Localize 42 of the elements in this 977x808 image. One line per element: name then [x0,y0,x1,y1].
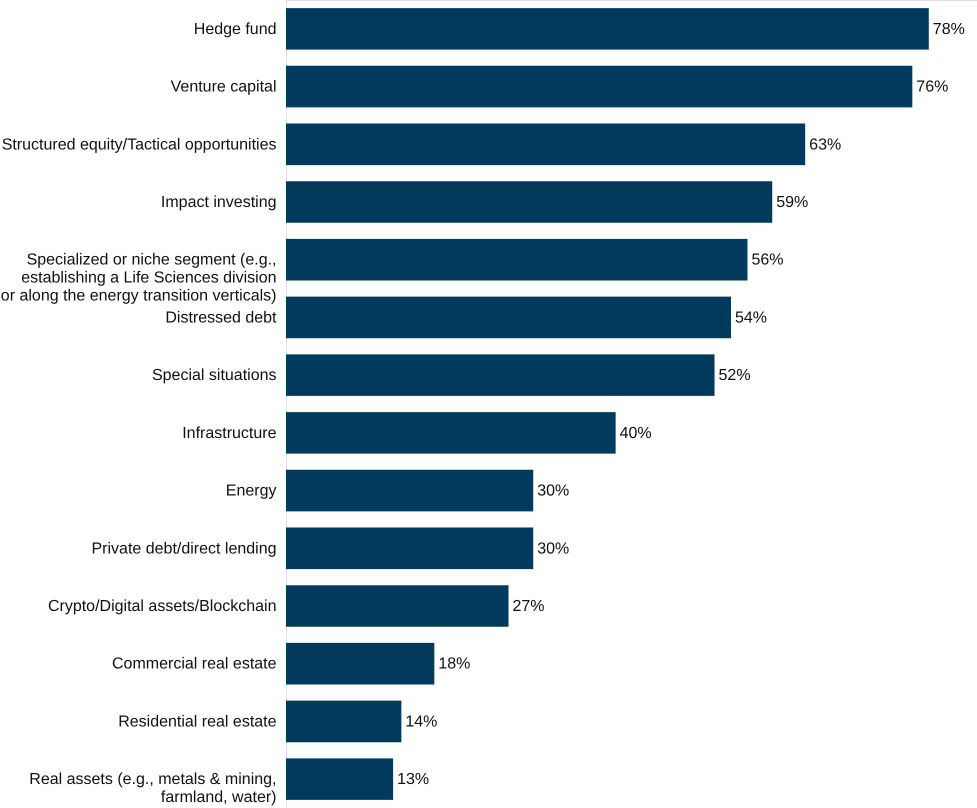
y-tick-label: Impact investing [160,194,276,211]
data-label: 63% [809,136,842,154]
y-tick-label: Structured equity/Tactical opportunities [2,136,276,154]
y-tick-label: Real assets (e.g., metals & mining, farmland, water) [29,771,276,806]
data-label: 27% [512,598,545,615]
bar [286,585,509,627]
bar [286,412,616,454]
data-label: 76% [916,78,948,96]
y-tick-label: Specialized or niche segment (e.g., establishing a Life Sciences division or along the energy transition verticals) [0,252,276,305]
y-tick-label: Crypto/Digital assets/Blockchain [48,598,276,615]
y-tick-label: Residential real estate [118,713,277,730]
bar [286,354,715,396]
data-label: 18% [438,656,470,673]
y-tick-label: Distressed debt [165,309,278,326]
y-tick-label: Infrastructure [182,424,277,442]
bar [286,528,534,570]
data-label: 78% [932,20,965,38]
data-label: 59% [776,194,808,211]
data-label: 52% [718,367,751,384]
bar [286,296,732,338]
data-label: 14% [405,713,438,730]
bar [286,238,748,280]
bar [286,758,394,800]
bar [286,700,402,742]
y-tick-label: Energy [226,482,276,500]
bar [286,8,929,50]
data-label: 30% [537,540,570,558]
y-tick-label: Private debt/direct lending [92,540,276,558]
data-label: 30% [537,482,570,500]
data-label: 54% [735,309,768,326]
data-label: 40% [620,424,652,442]
y-tick-label: Hedge fund [194,20,276,38]
y-tick-label: Special situations [152,367,276,384]
y-tick-label: Commercial real estate [112,656,277,673]
y-tick-label: Venture capital [170,78,276,96]
bar [286,181,772,223]
bar [286,642,434,684]
data-label: 56% [751,252,784,269]
bar [286,66,912,108]
data-label: 13% [397,771,430,788]
bar [286,124,806,166]
bar [286,470,534,512]
